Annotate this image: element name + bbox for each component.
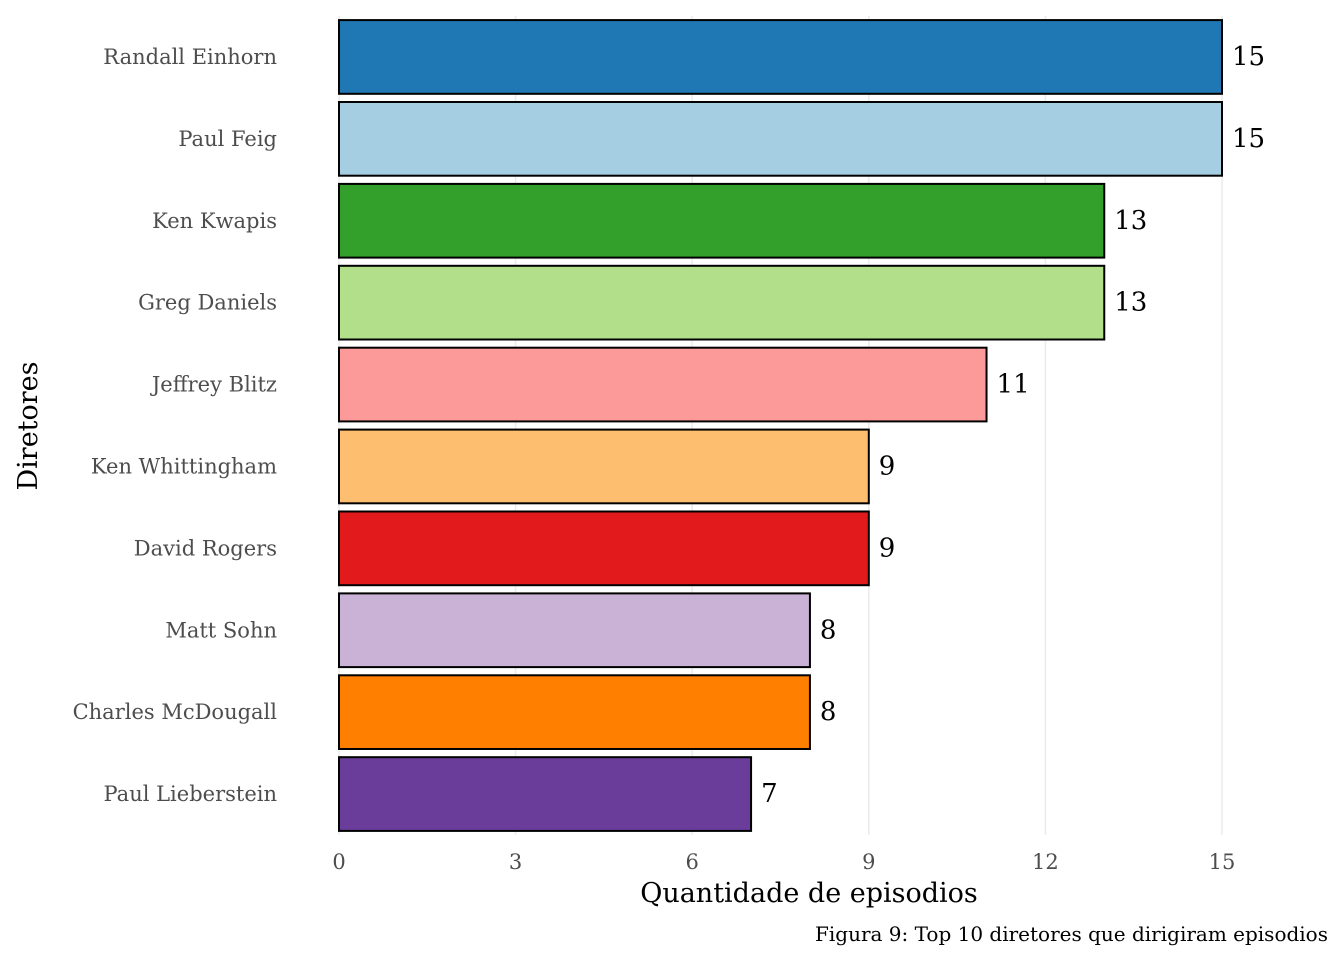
y-tick-label: Jeffrey Blitz [150,373,277,397]
x-tick-label: 9 [862,850,875,874]
y-tick-label: Charles McDougall [73,700,278,724]
y-tick-label: Paul Feig [178,127,277,151]
x-tick-labels: 0 3 6 9 12 15 [332,850,1235,874]
data-label: 8 [820,615,837,645]
y-tick-label: David Rogers [134,536,277,560]
x-tick-label: 6 [686,850,699,874]
y-tick-label: Matt Sohn [165,618,277,642]
category-labels: Randall Einhorn Paul Feig Ken Kwapis Greg D… [73,45,278,806]
value-labels: 15 15 13 13 11 9 9 8 8 7 [761,42,1265,809]
bar [338,100,1223,177]
data-label: 13 [1114,206,1147,236]
x-tick-label: 12 [1032,850,1059,874]
y-tick-label: Ken Kwapis [152,209,277,233]
y-tick-label: Greg Daniels [138,291,277,315]
bar [338,428,870,505]
data-label: 15 [1232,42,1265,72]
bar [338,756,753,832]
y-tick-label: Paul Lieberstein [103,782,277,806]
x-tick-label: 15 [1209,850,1236,874]
data-label: 11 [997,370,1030,400]
data-label: 9 [879,533,896,563]
figure-caption: Figura 9: Top 10 diretores que dirigiram… [815,922,1328,946]
bars [338,19,1223,832]
x-axis-title: Quantidade de episodios [640,878,978,909]
bar [338,182,1106,259]
x-tick-label: 0 [332,850,345,874]
bar [338,592,811,669]
x-tick-label: 3 [509,850,522,874]
y-axis-title: Diretores [13,361,44,490]
y-tick-label: Randall Einhorn [103,45,277,69]
bar [338,19,1223,95]
data-label: 8 [820,697,837,727]
bar [338,510,870,587]
y-tick-label: Ken Whittingham [91,454,277,478]
bar [338,264,1106,341]
data-label: 9 [879,451,896,481]
data-label: 15 [1232,124,1265,154]
data-label: 7 [761,779,778,809]
bar [338,346,988,423]
data-label: 13 [1114,288,1147,318]
bar [338,674,811,751]
